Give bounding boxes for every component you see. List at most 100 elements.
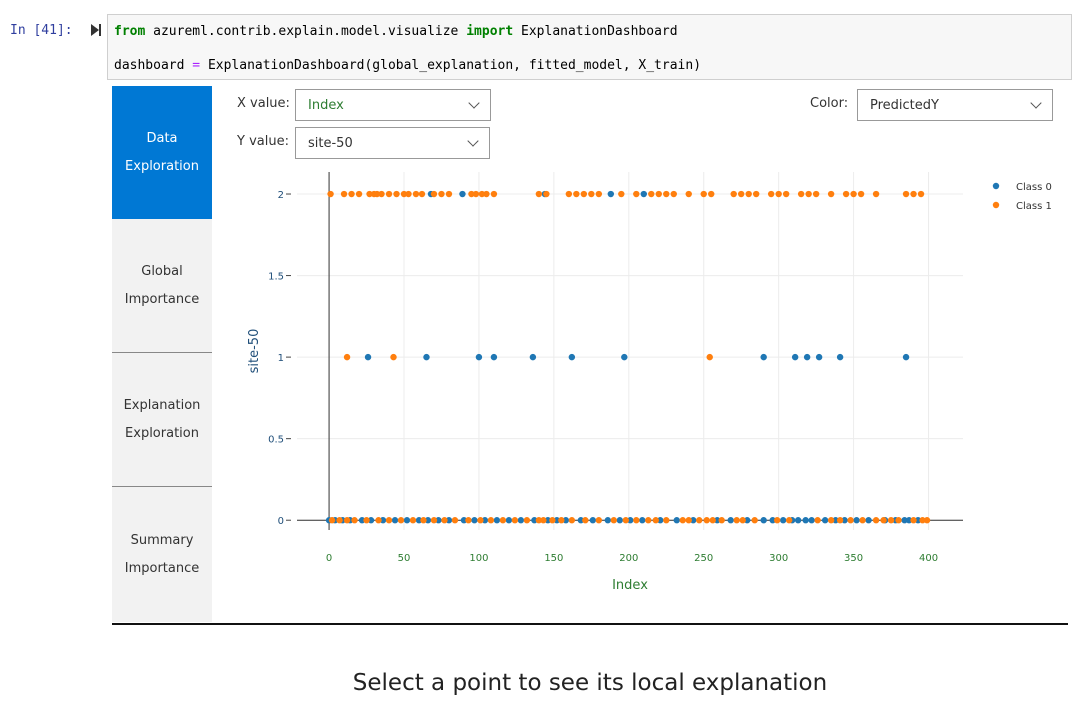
point <box>805 190 812 198</box>
point <box>648 190 655 198</box>
point <box>348 190 355 198</box>
point <box>836 517 844 524</box>
point <box>577 517 585 524</box>
x-tick-label: 350 <box>844 553 863 564</box>
point <box>375 517 382 524</box>
point <box>745 190 752 198</box>
tab[interactable]: Explanation Exploration <box>112 353 212 487</box>
point <box>544 517 552 524</box>
point <box>487 517 495 524</box>
tab[interactable]: Summary Importance <box>112 487 212 622</box>
point <box>663 190 670 198</box>
point <box>385 517 393 524</box>
point <box>827 190 835 198</box>
chart: 0 0.5 1 1.5 2 0 50 100 150 200 250 300 350 400 Index si… <box>247 172 1052 593</box>
point <box>627 517 634 524</box>
x-tick-label: 50 <box>398 553 411 564</box>
point <box>779 517 787 524</box>
point <box>690 517 697 524</box>
point <box>573 190 580 198</box>
point <box>430 190 438 198</box>
point <box>412 190 420 198</box>
y-select[interactable]: site-50 <box>295 127 490 159</box>
tab[interactable]: Data Exploration <box>112 86 212 219</box>
point <box>760 517 767 524</box>
tab-list: Data Exploration Global Importance Expla… <box>112 86 212 622</box>
point <box>409 517 417 524</box>
point <box>841 517 848 524</box>
point <box>358 517 366 524</box>
point <box>865 517 872 524</box>
point <box>622 517 630 524</box>
point <box>616 517 624 524</box>
x-select-label: X value: <box>237 96 290 111</box>
point <box>670 190 677 198</box>
point <box>595 190 603 198</box>
point <box>543 190 550 198</box>
point <box>812 190 820 198</box>
point <box>782 190 790 198</box>
point <box>511 517 519 524</box>
point <box>901 517 908 524</box>
point <box>451 517 459 524</box>
point <box>621 353 628 361</box>
point <box>714 517 721 524</box>
point <box>483 190 490 198</box>
point <box>797 190 805 198</box>
point <box>607 190 615 198</box>
point <box>604 517 612 524</box>
color-select[interactable]: PredictedY <box>857 89 1053 121</box>
point <box>737 190 745 198</box>
point <box>673 517 680 524</box>
point <box>336 517 343 524</box>
point <box>610 517 618 524</box>
y-select-label: Y value: <box>237 134 289 149</box>
point <box>708 190 715 198</box>
tab[interactable]: Global Importance <box>112 219 212 353</box>
divider <box>112 623 1068 625</box>
point <box>505 517 513 524</box>
cell-prompt: In [41]: <box>10 23 73 38</box>
point <box>568 517 576 524</box>
point <box>490 190 498 198</box>
point <box>657 517 664 524</box>
point <box>775 190 782 198</box>
point <box>385 190 393 198</box>
point <box>785 517 793 524</box>
y-tick-label: 0.5 <box>268 435 284 446</box>
point <box>490 353 498 361</box>
point <box>373 190 381 198</box>
point <box>568 353 576 361</box>
tab-label: Explanation Exploration <box>123 397 201 441</box>
point <box>923 517 931 524</box>
y-axis-title: site-50 <box>247 329 262 374</box>
point <box>639 517 646 524</box>
point <box>589 517 597 524</box>
x-select[interactable]: Index <box>295 89 491 121</box>
code-cell[interactable]: from azureml.contrib.explain.model.visua… <box>107 14 1072 80</box>
point <box>859 517 866 524</box>
keyword: from <box>114 24 146 39</box>
tab-label: Data Exploration <box>125 130 199 174</box>
run-icon[interactable] <box>91 24 99 36</box>
point <box>531 517 538 524</box>
y-tick-label: 2 <box>278 190 284 201</box>
point <box>378 190 385 198</box>
point <box>872 190 880 198</box>
point <box>902 353 910 361</box>
point <box>919 517 926 524</box>
code-text: dashboard <box>114 58 185 73</box>
point <box>685 190 692 198</box>
keyword: import <box>466 24 514 39</box>
point <box>655 190 662 198</box>
point <box>895 517 902 524</box>
point <box>760 353 767 361</box>
point <box>808 517 815 524</box>
point <box>685 517 692 524</box>
point <box>459 190 466 198</box>
legend-marker <box>992 182 1000 190</box>
point <box>420 517 427 524</box>
point <box>499 517 507 524</box>
x-tick-label: 150 <box>544 553 563 564</box>
point <box>706 353 713 361</box>
